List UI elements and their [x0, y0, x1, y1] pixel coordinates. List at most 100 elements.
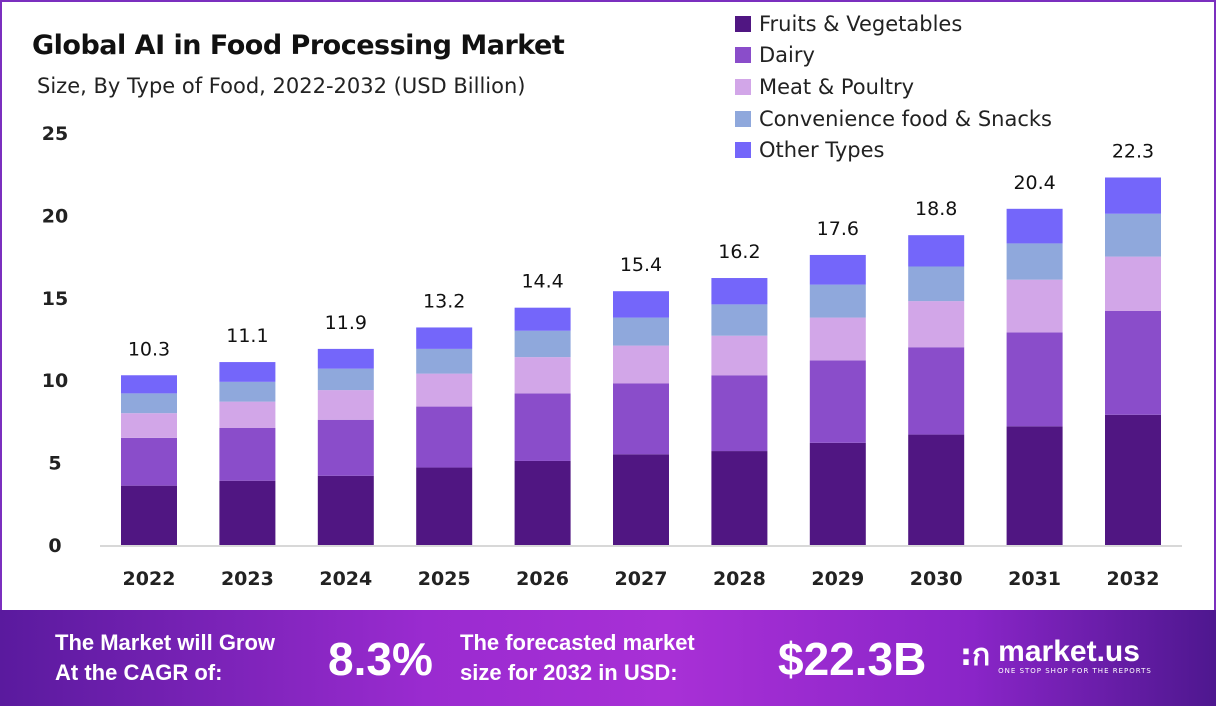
forecast-label: The forecasted market size for 2032 in U… — [460, 628, 695, 688]
legend-label: Dairy — [759, 43, 815, 68]
x-tick-label: 2028 — [713, 568, 766, 590]
bar-segment-convenience-food-snacks-2024 — [317, 368, 374, 391]
bar-segment-fruits-vegetables-2025 — [416, 467, 473, 545]
summary-banner: The Market will Grow At the CAGR of: 8.3… — [0, 610, 1216, 706]
bar-segment-fruits-vegetables-2024 — [317, 475, 374, 545]
total-data-label: 11.9 — [325, 312, 367, 334]
bar-segment-other-types-2022 — [121, 375, 177, 394]
bar-segment-other-types-2027 — [613, 291, 669, 318]
total-data-label: 17.6 — [817, 218, 859, 240]
bar-segment-other-types-2032 — [1105, 177, 1161, 214]
bar-segment-convenience-food-snacks-2026 — [514, 330, 571, 358]
legend-label: Convenience food & Snacks — [759, 106, 1052, 131]
bar-segment-other-types-2024 — [317, 348, 374, 369]
y-tick-label: 10 — [42, 370, 68, 392]
y-tick-label: 15 — [42, 288, 68, 310]
bar-segment-dairy-2026 — [514, 393, 571, 461]
x-tick-label: 2024 — [319, 568, 372, 590]
bar-segment-dairy-2025 — [416, 406, 473, 468]
bar-segment-meat-poultry-2032 — [1105, 256, 1161, 311]
y-tick-label: 20 — [42, 205, 68, 227]
x-tick-label: 2030 — [910, 568, 963, 590]
bar-segment-meat-poultry-2029 — [809, 317, 866, 361]
bar-segment-dairy-2022 — [121, 437, 177, 486]
bar-segment-other-types-2031 — [1006, 208, 1063, 244]
market-us-logo: :ก market.us ONE STOP SHOP FOR THE REPOR… — [960, 632, 1152, 679]
bar-segment-convenience-food-snacks-2030 — [908, 266, 965, 302]
cagr-value: 8.3% — [328, 633, 433, 685]
legend-item: Meat & Poultry — [735, 71, 1052, 103]
bar-segment-convenience-food-snacks-2028 — [711, 304, 768, 336]
total-data-label: 20.4 — [1013, 172, 1055, 194]
bar-segment-fruits-vegetables-2027 — [613, 454, 669, 545]
x-tick-label: 2022 — [123, 568, 176, 590]
bar-segment-meat-poultry-2022 — [121, 413, 177, 438]
x-tick-label: 2029 — [811, 568, 864, 590]
chart-title: Global AI in Food Processing Market — [32, 30, 565, 61]
legend-item: Dairy — [735, 40, 1052, 72]
legend-swatch — [735, 142, 751, 159]
total-data-label: 13.2 — [423, 290, 465, 312]
legend-item: Other Types — [735, 134, 1052, 166]
bar-segment-meat-poultry-2023 — [219, 401, 276, 428]
x-tick-label: 2031 — [1008, 568, 1061, 590]
forecast-value: $22.3B — [778, 633, 927, 685]
bar-segment-dairy-2023 — [219, 427, 276, 481]
x-tick-label: 2025 — [418, 568, 471, 590]
total-data-label: 18.8 — [915, 198, 957, 220]
bar-segment-dairy-2028 — [711, 375, 768, 452]
bar-segment-meat-poultry-2025 — [416, 373, 473, 407]
legend: Fruits & Vegetables Dairy Meat & Poultry Co… — [735, 8, 1052, 166]
bar-segment-fruits-vegetables-2032 — [1105, 414, 1161, 545]
logo-name: market.us — [998, 634, 1140, 668]
total-data-label: 22.3 — [1112, 140, 1154, 162]
y-tick-label: 25 — [42, 123, 68, 145]
bar-segment-other-types-2023 — [219, 362, 276, 382]
x-tick-label: 2026 — [516, 568, 569, 590]
legend-item: Convenience food & Snacks — [735, 103, 1052, 135]
legend-swatch — [735, 110, 751, 127]
bar-segment-convenience-food-snacks-2023 — [219, 381, 276, 402]
stacked-bar-chart: 0510152025202210.3202311.1202411.9202513… — [42, 123, 1182, 590]
x-tick-label: 2027 — [615, 568, 668, 590]
legend-swatch — [735, 47, 751, 64]
y-tick-label: 5 — [48, 453, 61, 475]
cagr-label: The Market will Grow At the CAGR of: — [55, 628, 275, 688]
bar-segment-dairy-2030 — [908, 347, 965, 435]
bar-segment-dairy-2027 — [613, 383, 669, 455]
bar-segment-convenience-food-snacks-2027 — [613, 317, 669, 346]
bar-segment-dairy-2032 — [1105, 310, 1161, 415]
forecast-label-line1: The forecasted market — [460, 630, 695, 655]
bar-segment-meat-poultry-2026 — [514, 357, 571, 394]
bar-segment-other-types-2030 — [908, 235, 965, 267]
bar-segment-meat-poultry-2024 — [317, 390, 374, 420]
bar-segment-fruits-vegetables-2031 — [1006, 426, 1063, 545]
y-tick-label: 0 — [48, 535, 61, 557]
bar-segment-fruits-vegetables-2022 — [121, 485, 177, 545]
bar-segment-meat-poultry-2030 — [908, 301, 965, 348]
legend-label: Other Types — [759, 138, 885, 163]
chart-subtitle: Size, By Type of Food, 2022-2032 (USD Bi… — [37, 74, 526, 98]
legend-swatch — [735, 15, 751, 32]
bar-segment-other-types-2026 — [514, 307, 571, 331]
forecast-label-line2: size for 2032 in USD: — [460, 660, 678, 685]
legend-item: Fruits & Vegetables — [735, 8, 1052, 40]
bar-segment-dairy-2024 — [317, 419, 374, 476]
bar-segment-meat-poultry-2027 — [613, 345, 669, 384]
bar-segment-other-types-2029 — [809, 254, 866, 285]
bar-segment-fruits-vegetables-2023 — [219, 480, 276, 545]
total-data-label: 14.4 — [521, 271, 563, 293]
bar-segment-convenience-food-snacks-2022 — [121, 393, 177, 414]
legend-swatch — [735, 78, 751, 95]
bar-segment-fruits-vegetables-2028 — [711, 451, 768, 545]
bar-segment-meat-poultry-2031 — [1006, 279, 1063, 333]
bar-segment-dairy-2031 — [1006, 332, 1063, 427]
bar-segment-dairy-2029 — [809, 360, 866, 443]
cagr-label-line1: The Market will Grow — [55, 630, 276, 655]
logo-mark-icon: :ก — [960, 638, 991, 673]
bar-segment-fruits-vegetables-2030 — [908, 434, 965, 545]
cagr-label-line2: At the CAGR of: — [55, 660, 223, 685]
total-data-label: 10.3 — [128, 338, 170, 360]
bar-segment-other-types-2025 — [416, 327, 473, 349]
x-tick-label: 2023 — [221, 568, 274, 590]
